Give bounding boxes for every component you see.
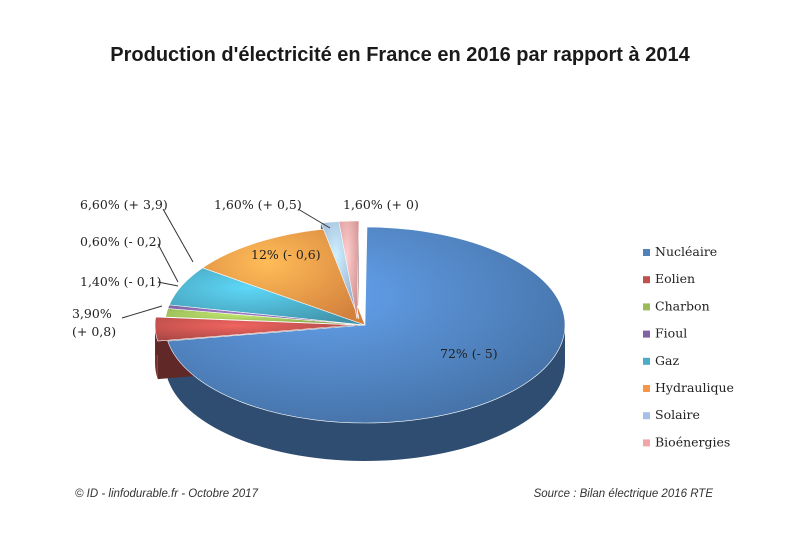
pie-slice-eolien: [154, 316, 356, 342]
data-label-bioénergies: 1,60% (+ 0): [343, 197, 419, 212]
leader-line-eolien: [121, 305, 163, 319]
data-label-eolien: 3,90% (+ 0,8): [72, 306, 116, 339]
chart-title: Production d'électricité en France en 20…: [110, 44, 690, 66]
data-label-solaire: 1,60% (+ 0,5): [214, 197, 302, 212]
data-label-nucléaire: 72% (- 5): [440, 346, 498, 361]
legend-label-hydraulique: Hydraulique: [655, 380, 734, 395]
legend-label-charbon: Charbon: [655, 298, 710, 313]
pie-slice-nucléaire: [167, 226, 566, 424]
source-text: Source : Bilan électrique 2016 RTE: [533, 488, 713, 500]
legend-label-nucléaire: Nucléaire: [655, 244, 717, 259]
legend-swatch-eolien: [643, 276, 650, 284]
legend-swatch-gaz: [643, 357, 650, 365]
legend-label-fioul: Fioul: [655, 326, 687, 341]
legend-label-gaz: Gaz: [655, 353, 679, 368]
data-label-fioul: 0,60% (- 0,2): [80, 234, 162, 249]
leader-line-charbon: [157, 281, 179, 287]
leader-line-gaz: [162, 208, 194, 263]
pie-slice-bioénergies: [338, 220, 360, 320]
data-label-gaz: 6,60% (+ 3,9): [80, 197, 168, 212]
legend-swatch-fioul: [643, 330, 650, 338]
credit-text: © ID - linfodurable.fr - Octobre 2017: [75, 488, 258, 500]
data-label-charbon: 1,40% (- 0,1): [80, 274, 162, 289]
legend-swatch-hydraulique: [643, 385, 650, 392]
legend-swatch-charbon: [643, 303, 650, 311]
legend-label-bioénergies: Bioénergies: [655, 434, 730, 449]
legend-swatch-nucléaire: [643, 249, 650, 256]
pie-slice-hydraulique: [201, 228, 366, 326]
legend-label-solaire: Solaire: [655, 407, 700, 422]
legend-swatch-solaire: [643, 412, 650, 420]
legend-label-eolien: Eolien: [655, 271, 695, 286]
leader-line-fioul: [157, 243, 179, 283]
leader-line-solaire: [297, 208, 331, 229]
legend-swatch-bioénergies: [643, 439, 650, 447]
pie-side-nucléaire: [167, 325, 565, 461]
data-label-hydraulique: 12% (- 0,6): [251, 247, 321, 262]
